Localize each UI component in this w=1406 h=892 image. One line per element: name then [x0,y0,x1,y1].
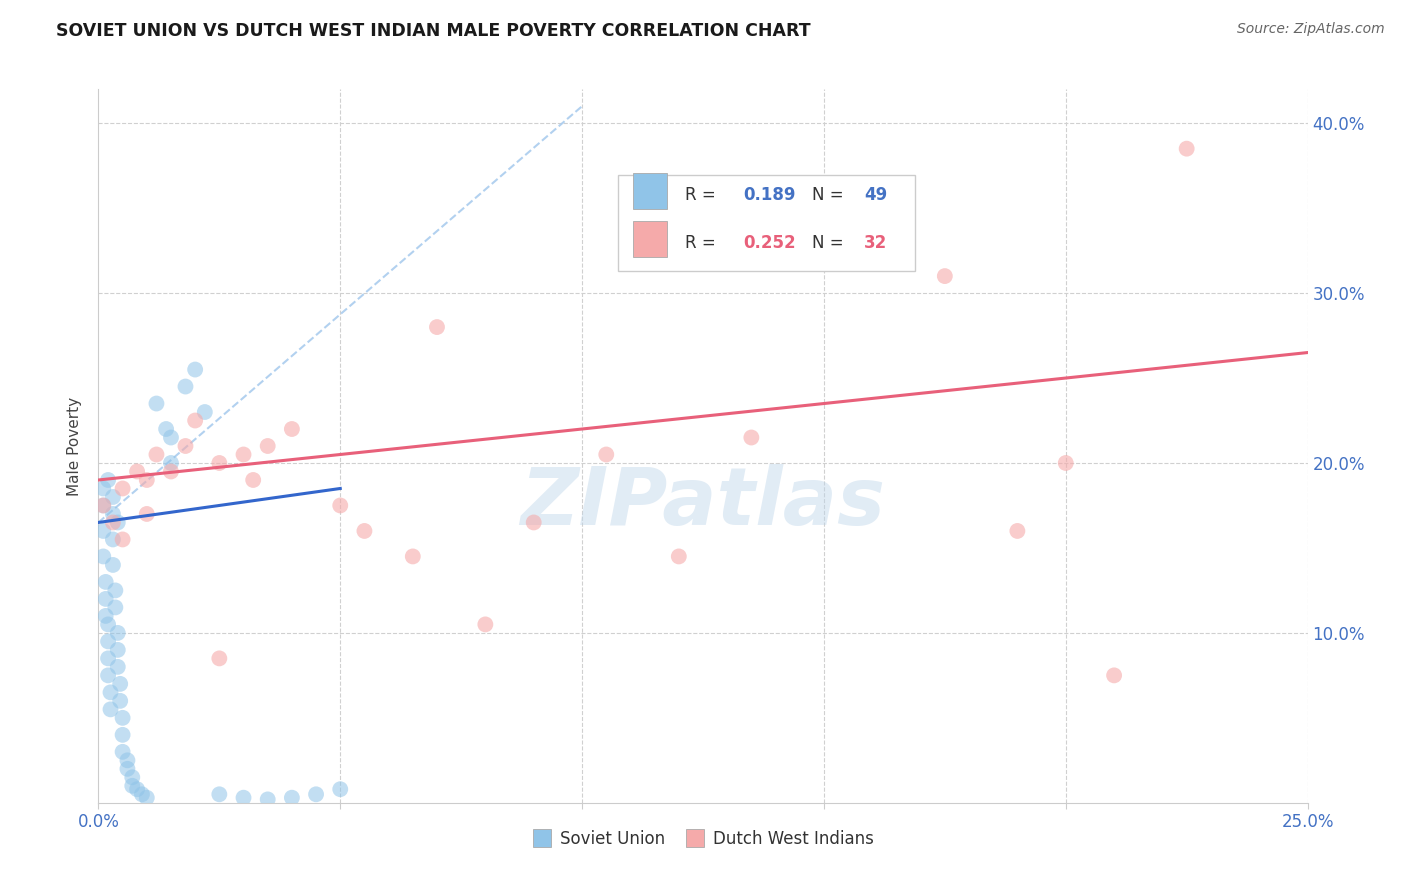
Point [111,728,134,742]
Point [160,465,183,479]
Point [97,617,120,632]
Point [135,507,157,521]
Point [208,787,231,801]
Point [108,694,131,708]
Point [91,499,114,513]
FancyBboxPatch shape [633,221,666,257]
Point [111,482,134,496]
Point [111,745,134,759]
Point [1102,668,1125,682]
Text: SOVIET UNION VS DUTCH WEST INDIAN MALE POVERTY CORRELATION CHART: SOVIET UNION VS DUTCH WEST INDIAN MALE P… [56,22,811,40]
Point [174,439,197,453]
Point [232,790,254,805]
Point [121,770,143,784]
Point [107,626,129,640]
Point [100,702,122,716]
Point [97,651,120,665]
Point [101,533,124,547]
Point [329,499,352,513]
Point [523,516,546,530]
Point [135,473,157,487]
Point [145,396,167,410]
Point [117,753,139,767]
Point [94,574,117,589]
Point [329,782,352,797]
Point [184,362,207,376]
Point [1007,524,1029,538]
Point [101,490,124,504]
Text: 49: 49 [863,186,887,203]
Text: 32: 32 [863,234,887,252]
Point [813,193,835,207]
FancyBboxPatch shape [619,175,915,271]
Point [474,617,496,632]
Point [256,439,278,453]
Point [101,558,124,572]
Text: Source: ZipAtlas.com: Source: ZipAtlas.com [1237,22,1385,37]
Point [242,473,264,487]
Point [281,790,304,805]
Point [104,583,127,598]
Point [305,787,328,801]
Point [117,762,139,776]
Text: N =: N = [811,234,849,252]
Point [91,524,114,538]
Point [256,792,278,806]
Point [402,549,425,564]
Point [91,499,114,513]
Text: R =: R = [685,186,721,203]
Point [160,456,183,470]
Text: 0.189: 0.189 [742,186,796,203]
Point [111,711,134,725]
Legend: Soviet Union, Dutch West Indians: Soviet Union, Dutch West Indians [524,824,882,855]
Point [94,608,117,623]
Point [107,643,129,657]
Point [194,405,217,419]
Text: ZIPatlas: ZIPatlas [520,464,886,542]
Point [101,507,124,521]
Point [595,448,617,462]
Point [135,790,157,805]
Point [127,782,149,797]
Point [121,779,143,793]
Point [160,430,183,444]
Point [934,269,956,284]
Point [94,591,117,606]
Point [108,677,131,691]
Point [208,456,231,470]
Text: 0.252: 0.252 [742,234,796,252]
Point [145,448,167,462]
Point [668,549,690,564]
Point [111,533,134,547]
Point [107,660,129,674]
Point [1175,142,1198,156]
Point [232,448,254,462]
Point [353,524,375,538]
Point [100,685,122,699]
Point [91,482,114,496]
Point [174,379,197,393]
Y-axis label: Male Poverty: Male Poverty [67,396,83,496]
Text: R =: R = [685,234,721,252]
FancyBboxPatch shape [633,173,666,209]
Point [97,473,120,487]
Point [97,634,120,648]
Point [101,516,124,530]
Point [131,787,153,801]
Point [155,422,177,436]
Point [184,413,207,427]
Point [740,430,762,444]
Point [97,668,120,682]
Point [107,516,129,530]
Text: N =: N = [811,186,849,203]
Point [426,320,449,334]
Point [91,549,114,564]
Point [208,651,231,665]
Point [1054,456,1077,470]
Point [281,422,304,436]
Point [127,465,149,479]
Point [104,600,127,615]
